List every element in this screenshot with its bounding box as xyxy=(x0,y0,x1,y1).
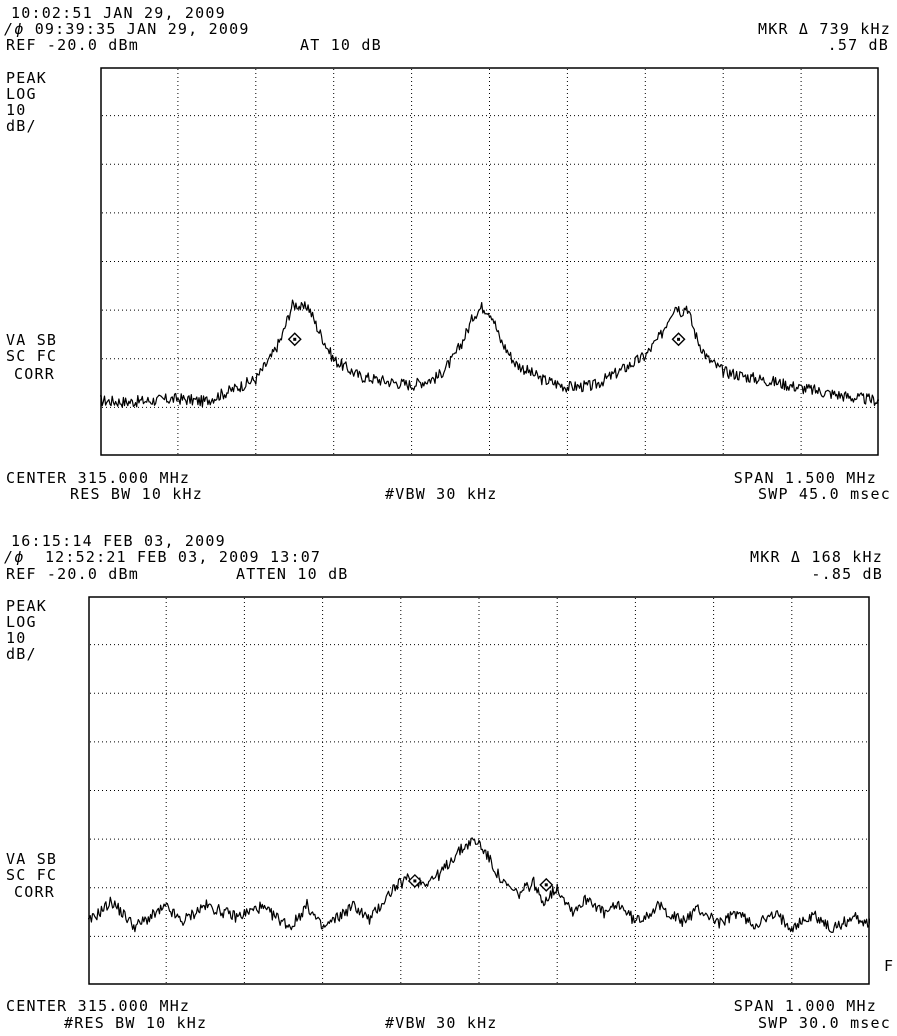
center-frequency: CENTER 315.000 MHz xyxy=(6,469,191,487)
center-frequency: CENTER 315.000 MHz xyxy=(6,997,191,1015)
side-label: VA SB xyxy=(6,331,58,349)
ref-level: REF -20.0 dBm xyxy=(6,36,139,54)
side-label: SC FC xyxy=(6,866,58,884)
span: SPAN 1.000 MHz xyxy=(733,997,877,1015)
marker-delta-freq: MKR Δ 168 kHz xyxy=(750,548,883,566)
side-label: SC FC xyxy=(6,347,58,365)
scale-type: LOG xyxy=(6,613,37,631)
ref-timestamp: 09:39:35 JAN 29, 2009 xyxy=(34,20,250,38)
timestamp: 10:02:51 JAN 29, 2009 xyxy=(11,4,226,22)
scale-value: 10 xyxy=(6,629,27,647)
marker-delta-freq: MKR Δ 739 kHz xyxy=(758,20,891,38)
side-note: F xyxy=(884,957,895,975)
timestamp: 16:15:14 FEB 03, 2009 xyxy=(11,532,226,550)
marker-delta-amp: -.85 dB xyxy=(811,565,883,583)
detector-mode: PEAK xyxy=(6,69,47,87)
ref-level: REF -20.0 dBm xyxy=(6,565,139,583)
video-bandwidth: #VBW 30 kHz xyxy=(385,485,498,503)
spectrum-trace xyxy=(88,837,870,933)
side-label: CORR xyxy=(14,365,55,383)
resolution-bandwidth: RES BW 10 kHz xyxy=(70,485,203,503)
marker-dot xyxy=(293,337,297,341)
marker-delta-amp: .57 dB xyxy=(827,36,889,54)
hp-logo-icon: /ϕ xyxy=(4,548,45,566)
marker-dot xyxy=(677,337,681,341)
resolution-bandwidth: #RES BW 10 kHz xyxy=(64,1014,208,1032)
side-label: CORR xyxy=(14,883,55,901)
spectrum-plot-2 xyxy=(88,596,870,985)
spectrum-plot-1 xyxy=(100,67,879,456)
plot-frame xyxy=(100,67,879,456)
ref-timestamp-row: /ϕ 12:52:21 FEB 03, 2009 13:07 xyxy=(4,549,321,565)
attenuation: ATTEN 10 dB xyxy=(236,565,349,583)
scale-unit: dB/ xyxy=(6,645,37,663)
hp-logo-icon: /ϕ xyxy=(4,20,35,38)
spectrum-trace xyxy=(100,299,879,408)
scale-value: 10 xyxy=(6,101,27,119)
marker-dot xyxy=(413,879,417,883)
detector-mode: PEAK xyxy=(6,597,47,615)
scale-type: LOG xyxy=(6,85,37,103)
sweep-time: SWP 45.0 msec xyxy=(758,485,891,503)
attenuation: AT 10 dB xyxy=(300,36,382,54)
ref-timestamp: 12:52:21 FEB 03, 2009 13:07 xyxy=(44,548,322,566)
scale-unit: dB/ xyxy=(6,117,37,135)
marker-dot xyxy=(544,883,548,887)
side-label: VA SB xyxy=(6,850,58,868)
ref-timestamp-row: /ϕ 09:39:35 JAN 29, 2009 xyxy=(4,21,250,37)
span: SPAN 1.500 MHz xyxy=(733,469,877,487)
plot-frame xyxy=(88,596,870,985)
video-bandwidth: #VBW 30 kHz xyxy=(385,1014,498,1032)
sweep-time: SWP 30.0 msec xyxy=(758,1014,891,1032)
